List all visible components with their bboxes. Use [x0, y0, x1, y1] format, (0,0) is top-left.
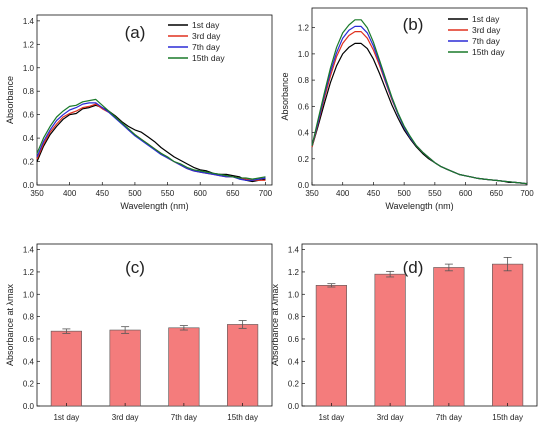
x-tick-label: 700 — [520, 189, 534, 198]
y-tick-label: 1.4 — [23, 246, 35, 255]
bar-2 — [374, 273, 406, 407]
y-tick-label: 0.0 — [288, 402, 300, 411]
y-tick-label: 0.0 — [23, 402, 35, 411]
y-axis-label: Absorbance — [280, 72, 290, 120]
y-tick-label: 0.4 — [288, 357, 300, 366]
y-tick-label: 0.6 — [23, 111, 35, 120]
bar-2 — [109, 329, 141, 407]
panel-2: 0.0 0.2 0.4 0.6 0.8 1.0 1.2 Absorbance (b) 350 400… — [280, 7, 534, 211]
series-line-1 — [311, 42, 528, 185]
y-tick-label: 1.2 — [288, 268, 300, 277]
series-line-4 — [311, 19, 528, 185]
x-tick-label: 700 — [259, 189, 273, 198]
bar-4 — [227, 324, 259, 407]
y-tick-label: 0.8 — [23, 313, 35, 322]
x-tick-label: 450 — [367, 189, 381, 198]
x-axis-label: Wavelength (nm) — [120, 201, 188, 211]
bar-3 — [168, 327, 200, 407]
x-tick-label: 1st day — [53, 413, 79, 422]
x-tick-label: 650 — [490, 189, 504, 198]
y-tick-label: 0.0 — [298, 181, 310, 190]
y-tick-label: 0.4 — [23, 357, 35, 366]
y-tick-label: 1.0 — [23, 64, 35, 73]
series-line-2 — [36, 103, 266, 181]
legend-label-1: 1st day — [472, 14, 500, 24]
x-tick-label: 550 — [161, 189, 175, 198]
y-tick-label: 0.4 — [23, 134, 35, 143]
x-tick-label: 3rd day — [377, 413, 404, 422]
plot-frame — [36, 14, 273, 186]
y-tick-label: 0.2 — [288, 380, 300, 389]
plot-frame — [301, 243, 538, 407]
panel-label: (d) — [403, 258, 424, 277]
x-tick-label: 600 — [459, 189, 473, 198]
legend-label-1: 1st day — [192, 20, 220, 30]
legend-label-2: 3rd day — [472, 25, 501, 35]
legend-label-3: 7th day — [472, 36, 501, 46]
y-tick-label: 1.2 — [23, 268, 35, 277]
panel-label: (a) — [125, 23, 146, 42]
bar-1 — [50, 330, 82, 407]
panel-label: (b) — [403, 15, 424, 34]
y-tick-label: 0.8 — [298, 76, 310, 85]
x-tick-label: 500 — [128, 189, 142, 198]
series-line-1 — [36, 104, 266, 183]
y-tick-label: 0.2 — [23, 380, 35, 389]
y-tick-label: 1.2 — [298, 24, 310, 33]
x-tick-label: 15th day — [492, 413, 523, 422]
y-tick-label: 0.4 — [298, 129, 310, 138]
panel-1: 0.0 0.2 0.4 0.6 0.8 1.0 1.2 1.4 Absorbance (a) 350… — [5, 14, 273, 211]
legend-label-3: 7th day — [192, 42, 221, 52]
x-tick-label: 7th day — [436, 413, 462, 422]
legend-label-4: 15th day — [192, 53, 225, 63]
panel-4: 0.0 0.2 0.4 0.6 0.8 1.0 1.2 1.4 Absorbance at λm… — [270, 243, 538, 422]
x-axis-label: Wavelength (nm) — [385, 201, 453, 211]
x-tick-label: 15th day — [227, 413, 258, 422]
x-tick-label: 650 — [226, 189, 240, 198]
y-tick-label: 0.2 — [298, 155, 310, 164]
y-tick-label: 1.4 — [288, 246, 300, 255]
series-line-3 — [36, 102, 266, 181]
y-tick-label: 0.0 — [23, 181, 35, 190]
x-tick-label: 550 — [428, 189, 442, 198]
y-axis-label: Absorbance — [5, 76, 15, 124]
legend-label-4: 15th day — [472, 47, 505, 57]
y-tick-label: 0.6 — [298, 102, 310, 111]
bar-1 — [315, 285, 347, 407]
panel-3: 0.0 0.2 0.4 0.6 0.8 1.0 1.2 1.4 Absorbance at λm… — [5, 243, 273, 422]
y-tick-label: 0.8 — [288, 313, 300, 322]
x-tick-label: 400 — [336, 189, 350, 198]
y-tick-label: 1.4 — [23, 17, 35, 26]
y-tick-label: 0.2 — [23, 158, 35, 167]
x-tick-label: 350 — [30, 189, 44, 198]
x-tick-label: 7th day — [171, 413, 197, 422]
y-tick-label: 0.8 — [23, 87, 35, 96]
x-tick-label: 350 — [305, 189, 319, 198]
y-tick-label: 1.2 — [23, 40, 35, 49]
plot-frame — [311, 7, 528, 186]
y-tick-label: 0.6 — [288, 335, 300, 344]
bar-3 — [433, 267, 465, 407]
y-axis-label: Absorbance at λmax — [5, 283, 15, 366]
x-tick-label: 3rd day — [112, 413, 139, 422]
x-tick-label: 600 — [194, 189, 208, 198]
x-tick-label: 500 — [397, 189, 411, 198]
y-tick-label: 1.0 — [298, 50, 310, 59]
legend-label-2: 3rd day — [192, 31, 221, 41]
y-tick-label: 1.0 — [23, 290, 35, 299]
series-line-4 — [36, 98, 266, 180]
y-axis-label: Absorbance at λmax — [270, 283, 280, 366]
y-tick-label: 0.6 — [23, 335, 35, 344]
y-tick-label: 1.0 — [288, 290, 300, 299]
plot-frame — [36, 243, 273, 407]
panel-label: (c) — [125, 258, 145, 277]
x-tick-label: 450 — [96, 189, 110, 198]
x-tick-label: 400 — [63, 189, 77, 198]
x-tick-label: 1st day — [318, 413, 344, 422]
bar-4 — [492, 263, 524, 407]
